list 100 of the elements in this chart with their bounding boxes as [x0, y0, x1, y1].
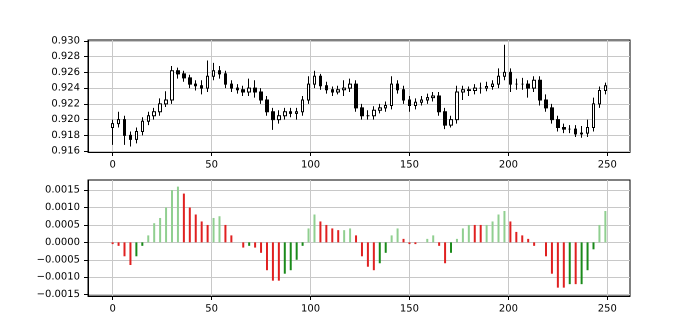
candlestick	[586, 119, 589, 138]
bar	[331, 228, 334, 242]
y-tick-label: 0.0015	[45, 184, 80, 196]
bar	[218, 216, 220, 242]
candlestick	[129, 130, 132, 147]
candlestick	[218, 66, 221, 80]
bar	[498, 214, 500, 242]
candlestick	[538, 76, 542, 106]
candlestick	[521, 77, 524, 90]
bar	[486, 224, 488, 242]
x-tick-label: 150	[400, 304, 420, 314]
candlestick	[372, 106, 376, 120]
bar	[337, 230, 340, 242]
candlestick	[592, 97, 595, 132]
bar	[165, 208, 168, 242]
candlestick	[271, 107, 275, 130]
candlestick	[437, 92, 441, 116]
bar	[325, 224, 328, 242]
bar	[200, 221, 203, 242]
bar	[141, 242, 144, 246]
candlestick	[414, 98, 417, 110]
y-tick-label: 0.918	[51, 130, 80, 141]
bar	[360, 242, 363, 256]
candlestick	[117, 111, 120, 128]
bar	[188, 208, 191, 242]
bar	[182, 194, 185, 242]
candlestick	[259, 88, 263, 104]
candlestick	[289, 107, 292, 118]
candlestick	[544, 94, 548, 112]
bar	[432, 235, 434, 242]
candlestick	[461, 85, 465, 100]
candlestick	[188, 74, 192, 89]
bar	[592, 242, 594, 250]
candlestick	[253, 80, 257, 98]
bar	[212, 218, 215, 242]
bar	[366, 242, 369, 267]
bar	[492, 221, 494, 242]
candlestick	[485, 81, 488, 92]
candlestick	[449, 115, 453, 128]
bar	[355, 235, 358, 242]
candlestick	[354, 80, 358, 112]
bar	[378, 242, 381, 264]
candlestick	[396, 80, 399, 94]
bar	[284, 242, 286, 274]
candlestick	[497, 68, 500, 89]
y-tick-label: 0.926	[51, 66, 80, 78]
x-tick-label: 50	[205, 304, 218, 314]
bar	[598, 224, 600, 242]
bar	[372, 242, 375, 270]
candlestick	[141, 116, 144, 136]
x-tick-label: 0	[109, 160, 116, 170]
bar	[480, 224, 482, 242]
candlestick	[550, 103, 554, 124]
y-tick-label: 0.924	[51, 82, 80, 94]
candlestick	[111, 119, 114, 146]
candlestick	[426, 93, 429, 104]
bar	[474, 224, 476, 242]
candlestick	[123, 115, 126, 146]
candlestick	[277, 110, 281, 124]
bar	[272, 242, 274, 281]
bar	[242, 242, 244, 248]
candlestick	[408, 96, 411, 112]
bar	[266, 242, 268, 270]
candlestick	[170, 66, 174, 104]
bar	[124, 242, 126, 256]
bar	[278, 242, 280, 281]
candlestick	[390, 76, 393, 110]
candlestick	[532, 76, 536, 93]
candlestick	[598, 86, 601, 108]
candlestick	[164, 90, 168, 108]
candlestick	[224, 70, 227, 89]
bar	[574, 242, 577, 284]
candlestick	[378, 103, 382, 114]
candlestick	[568, 124, 571, 134]
bar	[509, 221, 512, 242]
candlestick	[158, 98, 162, 116]
bar	[604, 211, 606, 242]
candlestick	[301, 96, 304, 116]
bar	[135, 242, 138, 256]
candlestick	[384, 101, 387, 112]
bar	[426, 238, 428, 242]
bar	[468, 224, 470, 242]
y-tick-label: 0.928	[51, 51, 80, 62]
x-tick-label: 50	[205, 160, 218, 170]
bar	[450, 242, 452, 253]
bar	[586, 242, 589, 270]
y-tick-label: 0.0005	[45, 219, 80, 230]
candlestick	[135, 127, 138, 144]
candlestick	[206, 60, 209, 93]
candlestick	[182, 70, 186, 82]
y-tick-label: −0.0015	[36, 289, 80, 300]
candlestick	[247, 78, 251, 96]
candlestick	[431, 92, 435, 102]
bar	[462, 228, 464, 242]
bar	[503, 211, 506, 242]
candlestick	[562, 123, 566, 134]
candlestick	[503, 44, 506, 81]
y-tick-label: 0.920	[51, 114, 80, 126]
candlestick	[402, 85, 405, 104]
candlestick	[307, 76, 310, 104]
